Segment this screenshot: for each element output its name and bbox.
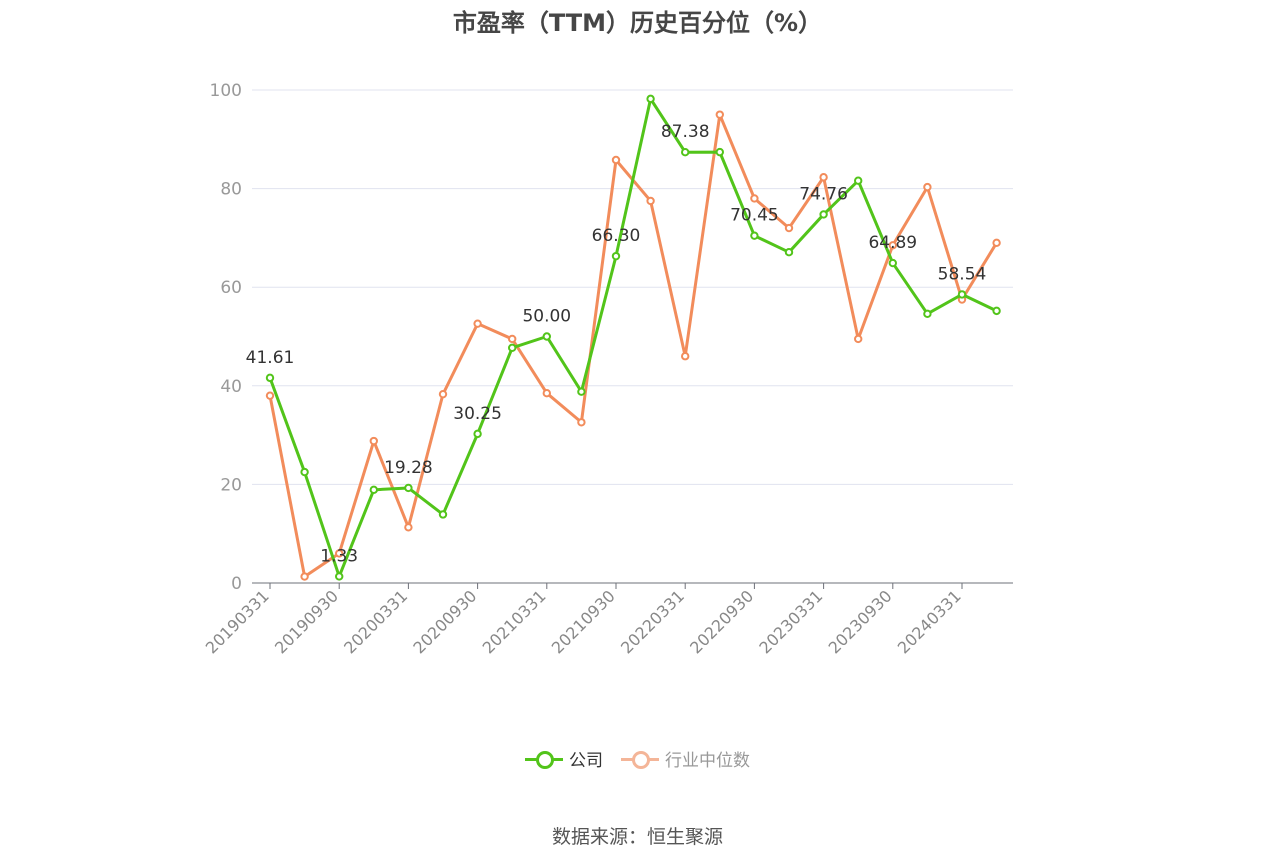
- x-tick-label: 20230331: [755, 586, 826, 657]
- x-tick-label: 20220331: [617, 586, 688, 657]
- data-point: [508, 343, 517, 353]
- data-point: [681, 148, 690, 157]
- chart-title: 市盈率（TTM）历史百分位（%）: [452, 9, 823, 37]
- y-tick-label: 40: [220, 377, 242, 397]
- data-point: [577, 418, 586, 427]
- x-tick-label: 20210930: [548, 586, 619, 657]
- data-point: [404, 523, 413, 532]
- x-tick-label: 20230930: [825, 586, 896, 657]
- data-label: 50.00: [522, 307, 571, 327]
- x-tick-label: 20210331: [479, 586, 550, 657]
- data-point: [369, 485, 378, 495]
- legend-company-label: 公司: [569, 751, 603, 771]
- legend-company-marker-icon: [525, 750, 563, 769]
- data-point: [300, 572, 309, 581]
- x-tick-label: 20200930: [409, 586, 480, 657]
- data-point: [819, 173, 828, 182]
- y-tick-label: 100: [210, 81, 242, 101]
- legend-industry-marker-icon: [621, 750, 659, 769]
- data-label: 70.45: [730, 206, 779, 226]
- data-point: [646, 196, 655, 206]
- x-tick-label: 20240331: [894, 586, 965, 657]
- data-point: [646, 94, 655, 104]
- data-label: 64.89: [868, 233, 917, 253]
- data-label: 74.76: [799, 184, 848, 204]
- y-tick-label: 0: [231, 574, 242, 594]
- data-point: [854, 334, 863, 344]
- x-tick-label: 20190331: [202, 586, 273, 657]
- series-line-0: [268, 97, 998, 578]
- data-point: [784, 223, 794, 233]
- data-point: [438, 389, 448, 399]
- data-point: [335, 549, 344, 558]
- data-point: [404, 483, 413, 493]
- data-label: 19.28: [384, 458, 433, 478]
- data-label: 41.61: [246, 348, 295, 368]
- data-label: 87.38: [661, 122, 710, 142]
- data-point: [369, 436, 378, 446]
- data-point: [923, 182, 932, 192]
- legend-item-company[interactable]: 公司: [525, 746, 603, 771]
- series-layer: [265, 94, 1001, 581]
- data-point: [957, 290, 967, 299]
- data-label: 30.25: [453, 404, 502, 424]
- data-point: [265, 373, 275, 383]
- legend: 公司 行业中位数: [0, 746, 1275, 771]
- data-point: [715, 110, 724, 119]
- legend-item-industry-median[interactable]: 行业中位数: [621, 746, 750, 771]
- data-point: [992, 238, 1001, 248]
- data-point: [438, 510, 448, 519]
- data-label-layer: 41.61 1.33 19.28 30.25 50.00 66.30 87.38 70.45 7…: [246, 122, 987, 566]
- y-tick-label: 80: [220, 180, 242, 200]
- data-point: [473, 429, 482, 439]
- data-point: [542, 388, 551, 398]
- data-label: 66.30: [592, 226, 641, 246]
- data-point: [715, 147, 724, 157]
- data-point: [611, 155, 621, 165]
- data-point: [611, 251, 621, 261]
- data-point: [335, 572, 344, 581]
- x-tick-label: 20220930: [686, 586, 757, 657]
- data-point: [854, 176, 863, 185]
- data-point: [992, 306, 1001, 316]
- data-point: [577, 387, 586, 396]
- y-tick-label: 20: [220, 475, 242, 495]
- data-point: [784, 247, 794, 257]
- data-point: [888, 241, 897, 250]
- data-point: [300, 467, 309, 477]
- data-point: [888, 258, 897, 268]
- y-tick-label: 60: [220, 278, 242, 298]
- data-point: [750, 194, 759, 203]
- data-point: [508, 334, 517, 344]
- grid-layer: [252, 89, 1013, 485]
- x-tick-label: 20200331: [340, 586, 411, 657]
- data-label: 1.33: [320, 546, 358, 566]
- data-point: [473, 319, 482, 328]
- legend-industry-label: 行业中位数: [665, 751, 750, 771]
- data-label: 58.54: [938, 264, 987, 284]
- axis-layer: 0 20 40 60 80 100 2019033120190930202003312020…: [202, 81, 1013, 657]
- data-source-note: 数据来源：恒生聚源: [551, 826, 723, 848]
- x-tick-label: 20190930: [271, 586, 342, 657]
- data-point: [819, 210, 828, 219]
- data-point: [681, 352, 690, 361]
- data-point: [542, 332, 551, 341]
- data-point: [750, 231, 759, 240]
- data-point: [265, 391, 275, 400]
- data-point: [923, 309, 932, 319]
